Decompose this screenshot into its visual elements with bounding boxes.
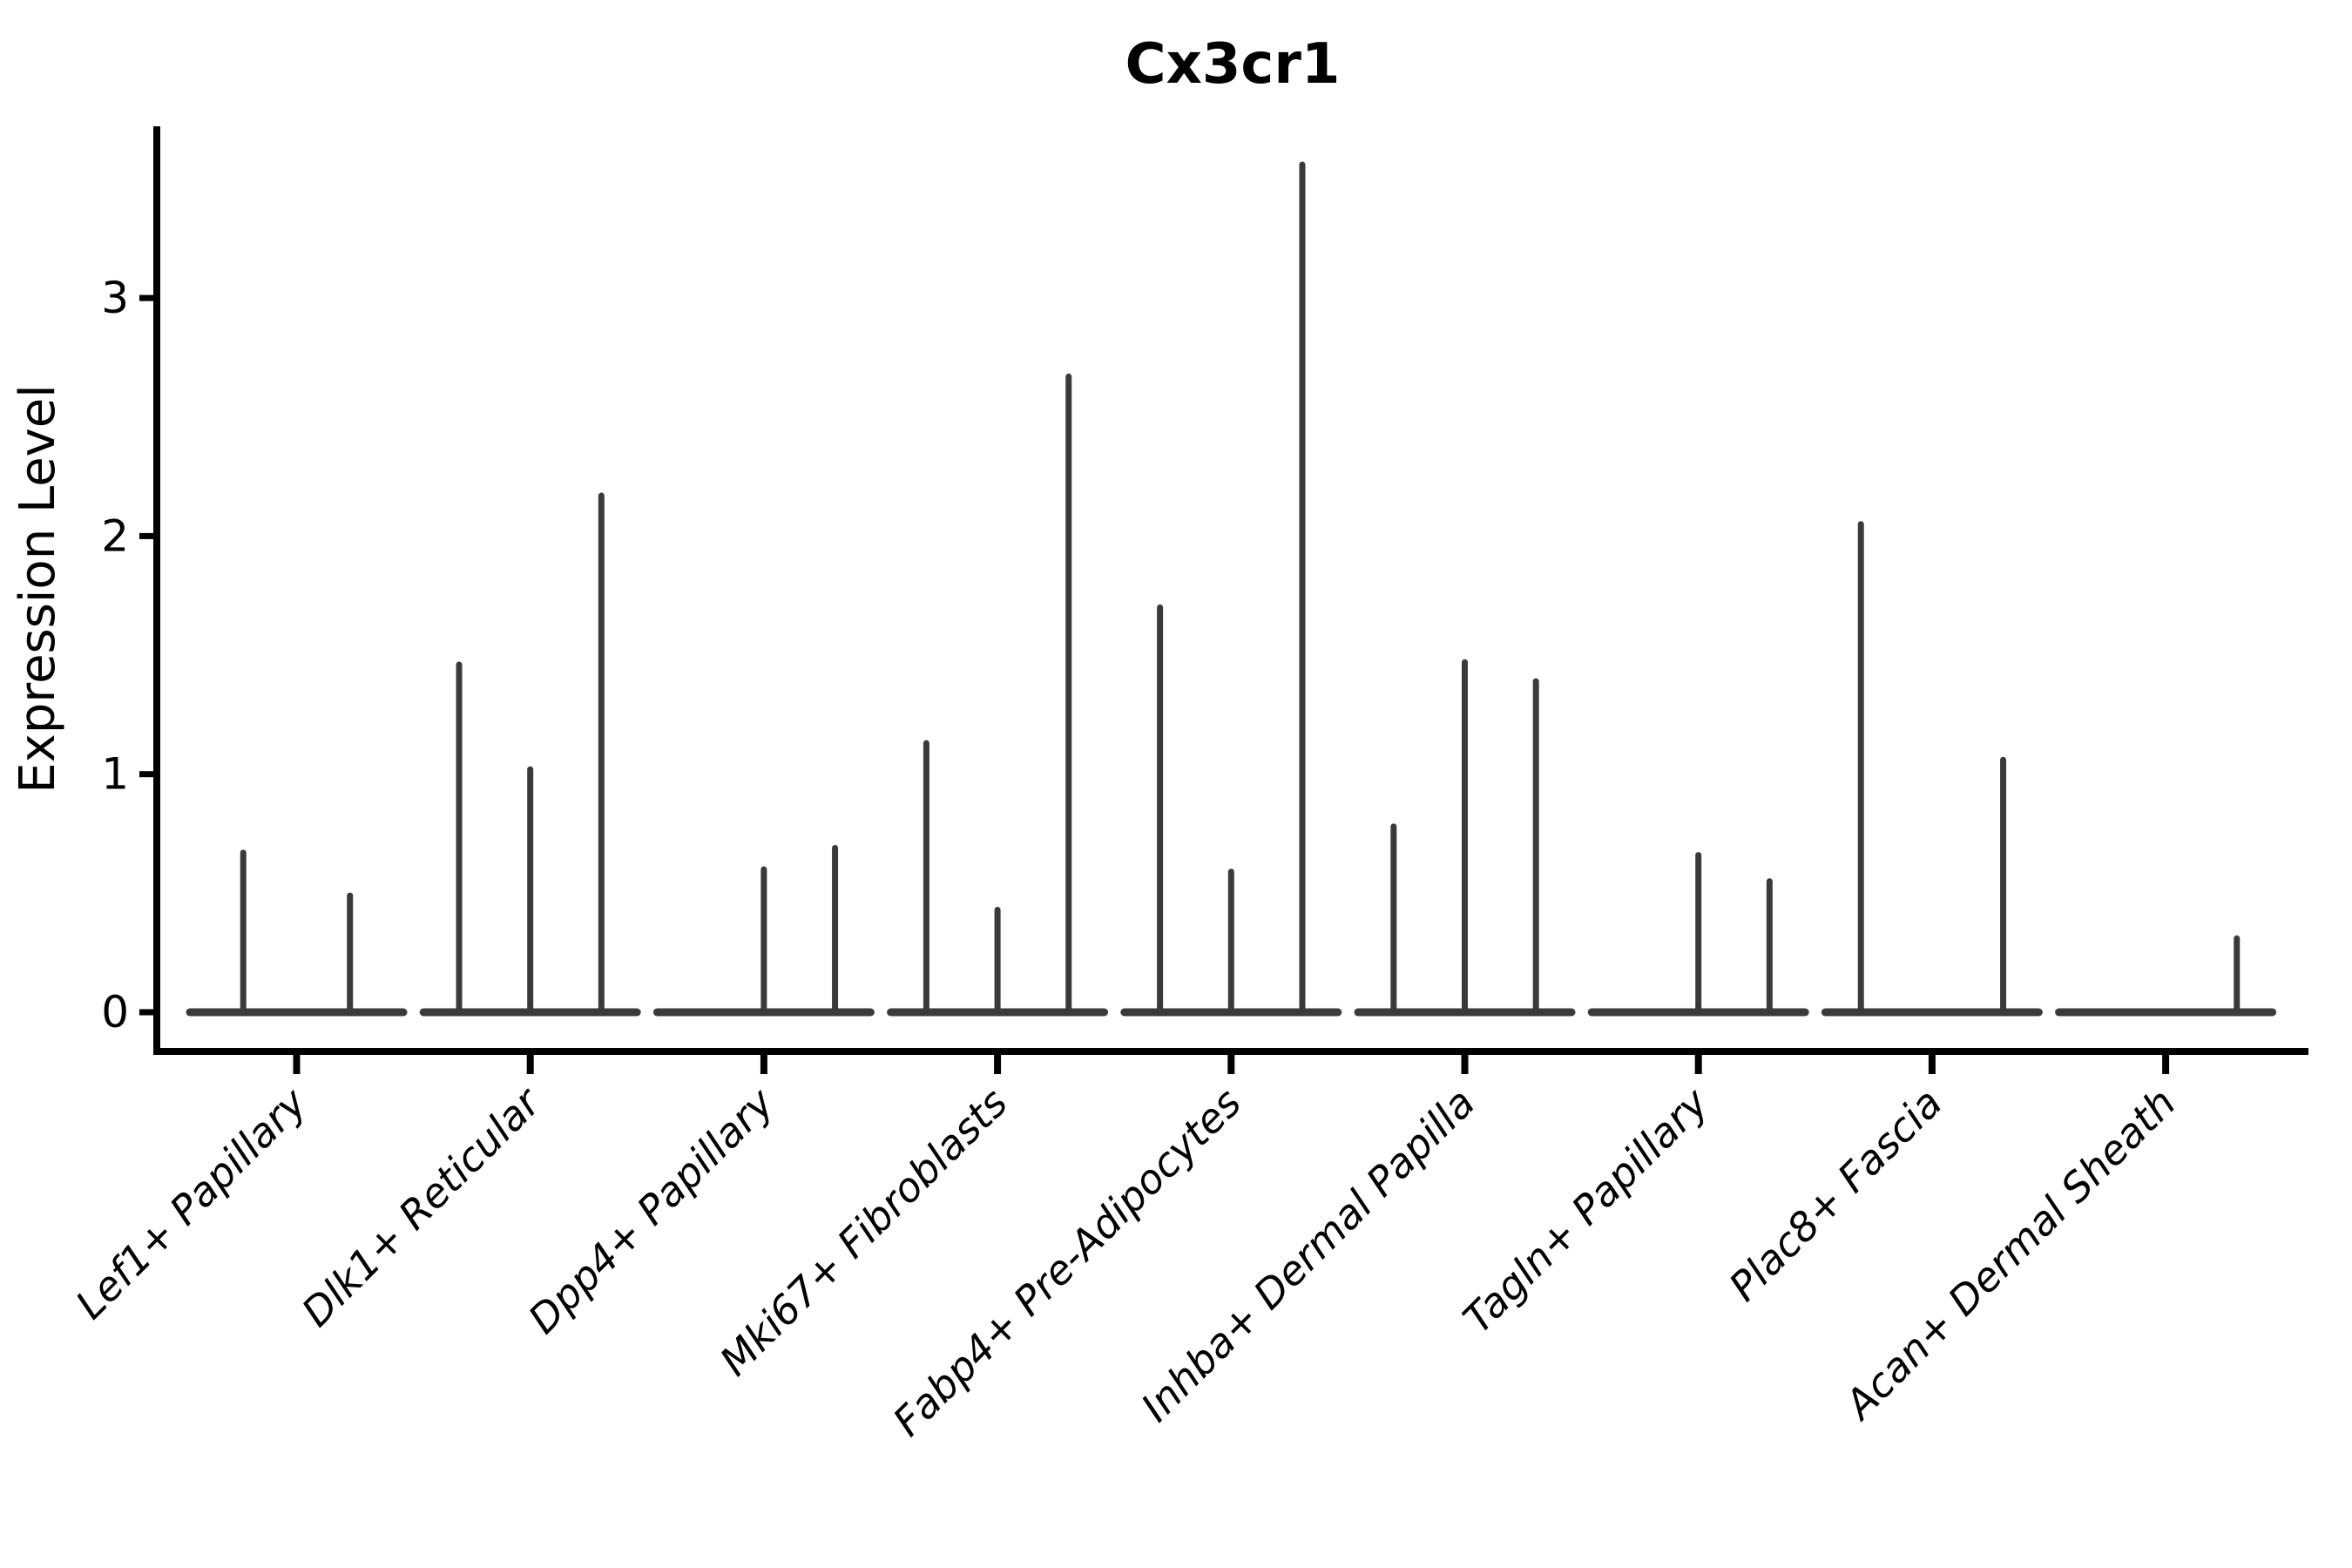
x-tick-label: Plac8+ Fascia xyxy=(1720,1079,1950,1310)
plot-title: Cx3cr1 xyxy=(1125,32,1341,97)
x-tick-label: Tagln+ Papillary xyxy=(1454,1078,1718,1342)
violins-layer xyxy=(186,161,2277,1017)
x-tick-label: Dlk1+ Reticular xyxy=(293,1077,551,1335)
y-tick-label: 2 xyxy=(101,510,129,561)
y-axis-label: Expression Level xyxy=(10,384,66,794)
x-tick-label: Lef1+ Papillary xyxy=(66,1078,315,1328)
y-tick-label: 1 xyxy=(101,749,129,800)
x-tick-label: Dpp4+ Papillary xyxy=(519,1078,783,1342)
y-tick-label: 3 xyxy=(101,273,129,323)
y-tick-label: 0 xyxy=(101,987,129,1037)
